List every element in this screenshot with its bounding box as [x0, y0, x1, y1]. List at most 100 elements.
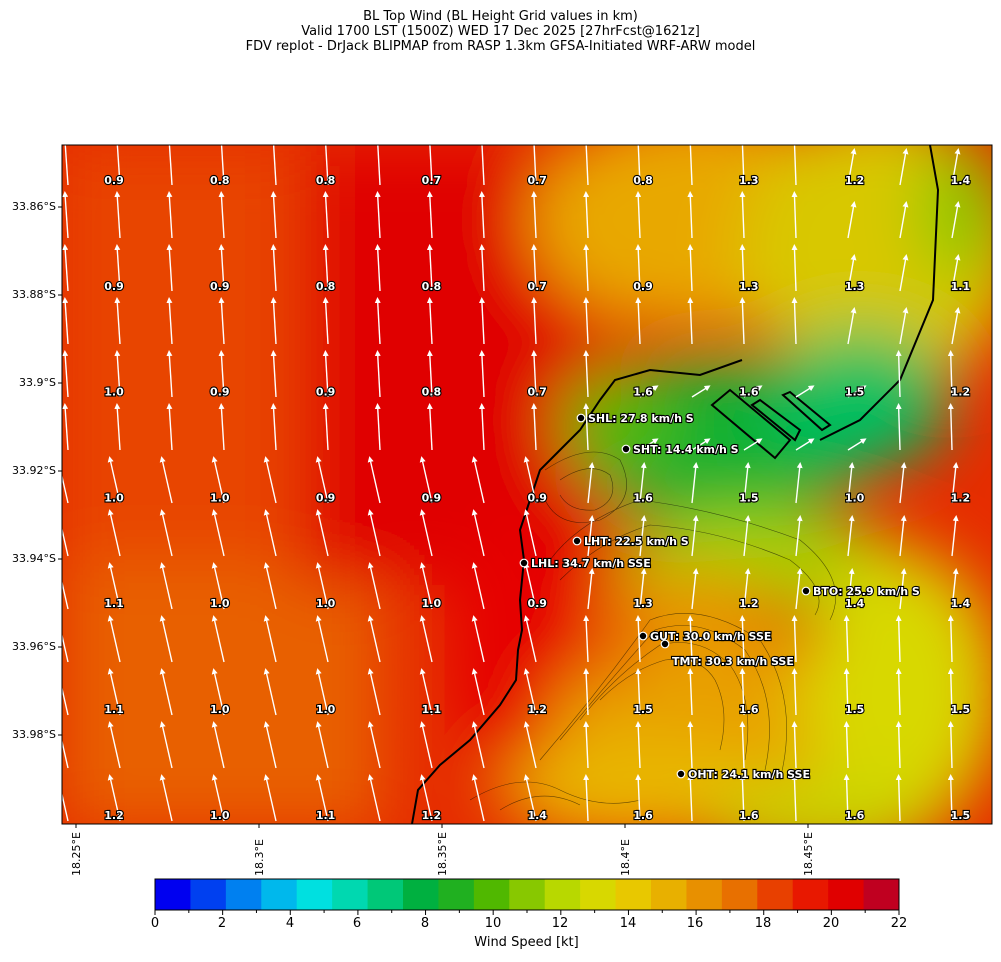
wind-arrow — [899, 254, 909, 292]
wind-arrow — [114, 244, 121, 292]
wind-arrow — [166, 297, 173, 345]
wind-arrow — [322, 244, 329, 292]
colorbar-swatch — [403, 879, 439, 910]
wind-arrow — [367, 509, 381, 557]
grid-value: 1.0 — [210, 597, 230, 610]
lat-label: 33.94°S — [12, 552, 56, 565]
grid-value: 0.9 — [210, 386, 230, 399]
wind-arrow — [895, 721, 902, 769]
grid-value: 1.2 — [422, 809, 442, 822]
wind-arrow — [374, 297, 381, 345]
station-label: BTO: 25.9 km/h S — [813, 585, 920, 598]
grid-value: 1.5 — [845, 386, 865, 399]
wind-arrow — [62, 738, 69, 769]
grid-value: 0.8 — [422, 280, 442, 293]
wind-arrow — [367, 721, 381, 769]
wind-arrow — [159, 668, 173, 716]
lon-label: 18.45°E — [802, 832, 815, 876]
colorbar-tick: 0 — [150, 916, 160, 931]
colorbar-swatch — [828, 879, 865, 910]
grid-value: 1.1 — [104, 703, 124, 716]
terrain-contours — [469, 451, 837, 811]
wind-arrow — [895, 403, 902, 451]
grid-value: 1.6 — [633, 386, 653, 399]
colorbar-tick: 18 — [754, 916, 772, 931]
colorbar-swatch — [615, 879, 652, 910]
wind-arrow — [791, 297, 798, 345]
wind-arrow — [531, 244, 538, 292]
wind-arrow — [322, 191, 329, 239]
wind-arrow — [114, 297, 121, 345]
wind-arrow — [367, 456, 381, 504]
wind-arrow — [899, 148, 909, 186]
colorbar-tick: 6 — [352, 916, 362, 931]
station-marker — [801, 586, 811, 596]
wind-arrow — [471, 509, 485, 557]
wind-arrow — [478, 244, 485, 292]
wind-arrow — [791, 721, 798, 769]
grid-value: 0.9 — [104, 174, 124, 187]
colorbar-swatch — [686, 879, 723, 910]
wind-arrow — [367, 615, 381, 663]
wind-arrow — [847, 201, 857, 239]
wind-arrow — [951, 462, 959, 504]
colorbar-label: Wind Speed [kt] — [474, 935, 579, 950]
wind-arrow — [635, 244, 642, 292]
wind-arrow — [739, 191, 746, 239]
wind-arrow — [791, 774, 798, 822]
wind-arrow — [951, 568, 959, 610]
wind-arrow — [325, 145, 329, 186]
wind-arrow — [947, 350, 954, 398]
wind-arrow — [263, 774, 277, 822]
wind-arrow — [795, 438, 815, 451]
colorbar-tick: 8 — [420, 916, 430, 931]
wind-arrow — [322, 350, 329, 398]
wind-arrow — [270, 244, 277, 292]
wind-arrow — [263, 615, 277, 663]
wind-arrow — [531, 403, 538, 451]
wind-arrow — [429, 145, 433, 186]
wind-arrow — [116, 145, 121, 186]
grid-value: 1.3 — [739, 174, 759, 187]
wind-arrow — [62, 350, 69, 398]
wind-arrow — [211, 668, 225, 716]
wind-arrow — [62, 579, 69, 610]
grid-value: 1.4 — [951, 174, 971, 187]
grid-value: 1.0 — [422, 597, 442, 610]
wind-arrow — [687, 774, 694, 822]
wind-arrow — [639, 568, 647, 610]
wind-arrow — [367, 562, 381, 610]
wind-arrow — [523, 774, 537, 822]
grid-value: 0.8 — [210, 174, 230, 187]
grid-value: 1.6 — [739, 386, 759, 399]
grid-value: 1.2 — [845, 174, 865, 187]
wind-arrow — [218, 297, 225, 345]
grid-value: 1.5 — [633, 703, 653, 716]
station-label: SHL: 27.8 km/h S — [588, 412, 694, 425]
grid-value: 1.2 — [739, 597, 759, 610]
wind-arrow — [62, 526, 69, 557]
grid-value: 1.5 — [845, 703, 865, 716]
wind-arrow — [533, 145, 537, 186]
wind-arrow — [211, 615, 225, 663]
grid-value: 0.9 — [422, 491, 442, 504]
wind-arrow — [471, 615, 485, 663]
wind-arrow — [419, 509, 433, 557]
wind-arrow — [419, 562, 433, 610]
wind-arrow — [895, 615, 902, 663]
wind-arrow — [687, 191, 694, 239]
grid-value: 1.2 — [951, 491, 971, 504]
wind-arrow — [635, 297, 642, 345]
wind-arrow — [64, 145, 69, 186]
grid-value: 0.7 — [527, 386, 547, 399]
wind-arrow — [795, 385, 815, 398]
wind-arrow — [635, 668, 642, 716]
wind-arrow — [471, 562, 485, 610]
grid-value: 1.0 — [210, 809, 230, 822]
colorbar-swatch — [544, 879, 581, 910]
colorbar-swatch — [580, 879, 617, 910]
grid-value: 0.8 — [316, 280, 336, 293]
lon-ticks — [75, 824, 809, 828]
grid-value: 1.0 — [316, 597, 336, 610]
wind-arrow — [419, 721, 433, 769]
